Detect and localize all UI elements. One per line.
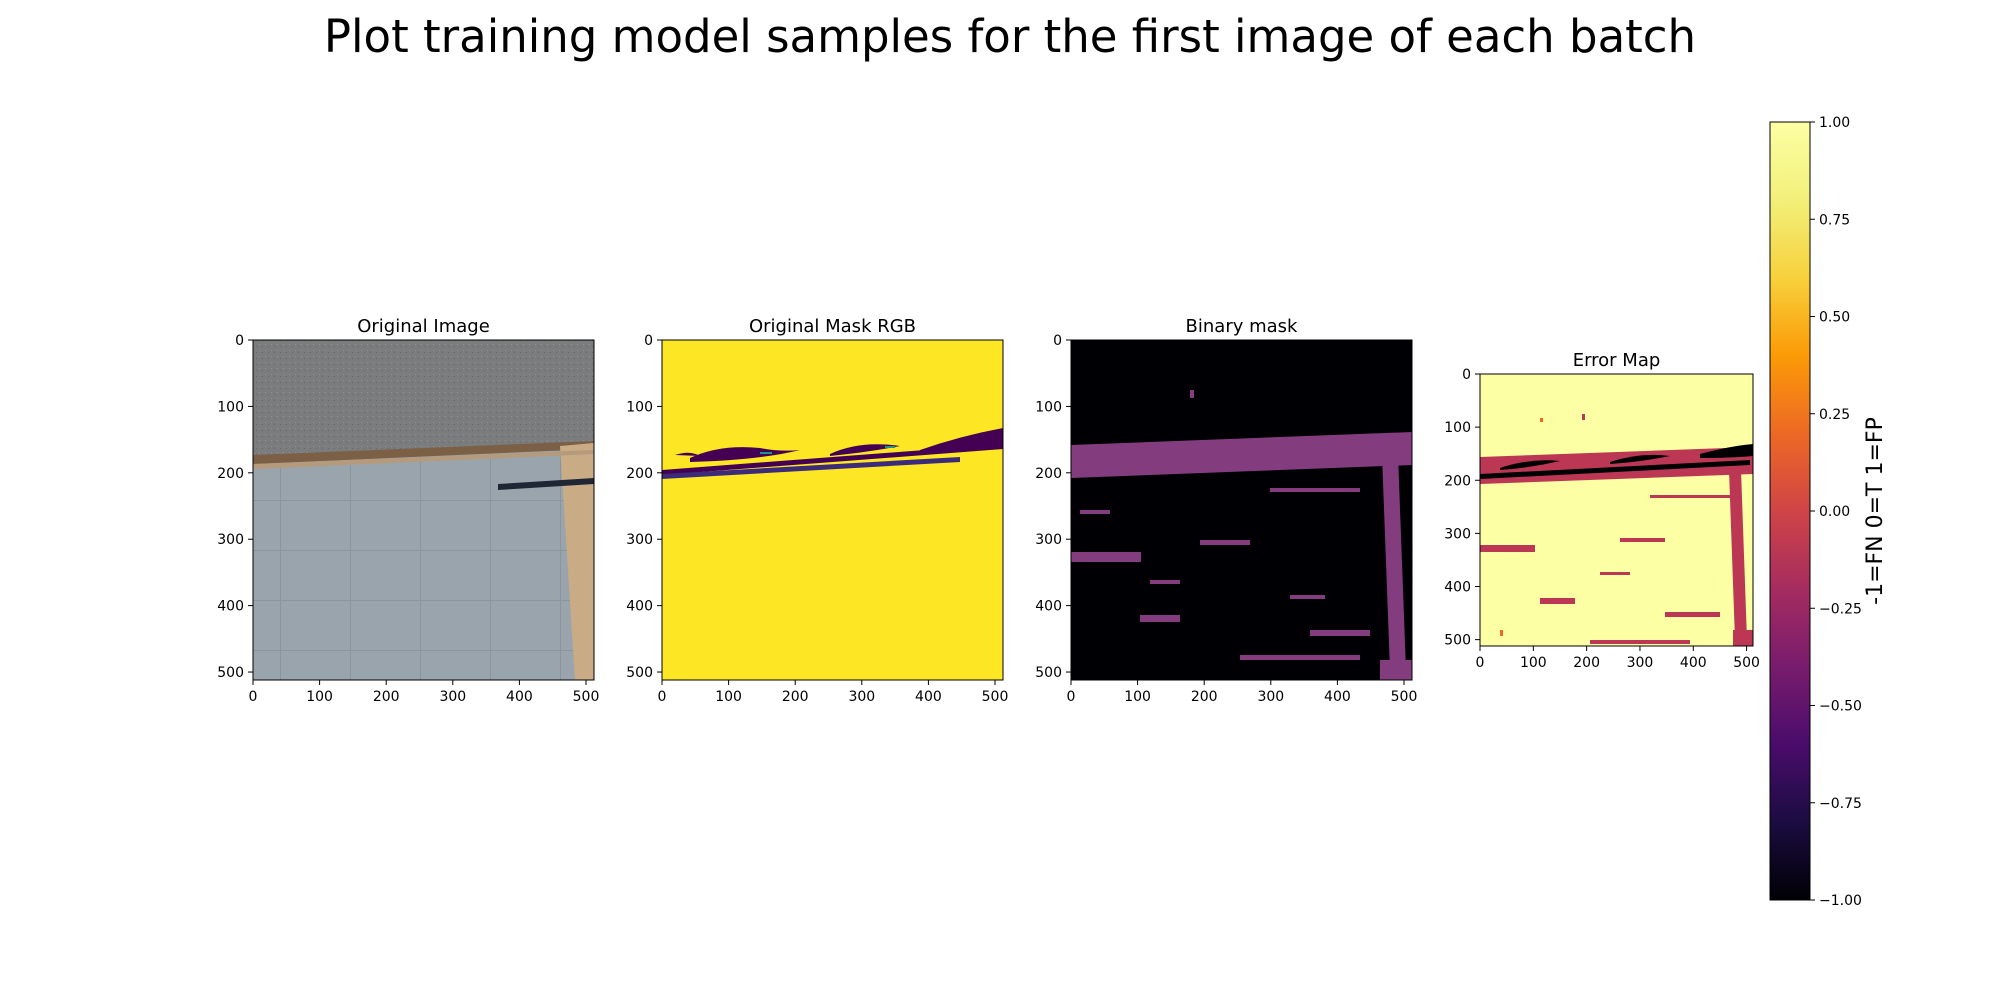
colorbar-tick-label: −0.25 [1819,601,1862,617]
x-tick-label: 0 [249,689,258,705]
x-tick-label: 200 [1573,655,1600,671]
colorbar: 1.00 0.75 0.50 0.25 0.00 −0.25 −0.50 −0.75 −1.00… [1769,115,1888,909]
x-tick-label: 300 [1627,655,1654,671]
y-tick-label: 400 [1444,580,1471,596]
y-tick-label: 500 [626,665,653,681]
x-tick-label: 300 [1257,689,1284,705]
y-tick-label: 500 [217,665,244,681]
panel-title: Binary mask [1186,316,1299,337]
x-tick-label: 300 [848,689,875,705]
panel-error-map: Error Map 0 100 200 300 400 500 0 100 200 300 400 5… [1444,350,1760,671]
y-tick-label: 200 [1444,473,1471,489]
x-tick-label: 0 [1067,689,1076,705]
y-tick-label: 300 [626,532,653,548]
panel-title: Error Map [1573,350,1661,371]
colorbar-tick-label: 0.25 [1819,407,1850,423]
y-tick-label: 100 [1444,420,1471,436]
x-tick-label: 200 [782,689,809,705]
y-tick-label: 400 [1035,599,1062,615]
colorbar-label: -1=FN 0=T 1=FP [1863,417,1888,605]
panel-original-image: Original Image 0 100 200 300 400 500 0 100 200 30… [217,316,599,705]
colorbar-tick-label: −0.50 [1819,699,1862,715]
y-tick-label: 100 [217,399,244,415]
colorbar-tick-label: 0.75 [1819,212,1850,228]
x-tick-label: 300 [439,689,466,705]
x-tick-label: 100 [306,689,333,705]
y-tick-label: 300 [1444,526,1471,542]
x-tick-label: 400 [506,689,533,705]
y-tick-label: 300 [217,532,244,548]
x-tick-label: 500 [1733,655,1760,671]
x-tick-label: 100 [1520,655,1547,671]
x-tick-label: 200 [1191,689,1218,705]
y-tick-label: 200 [217,466,244,482]
y-tick-label: 0 [1053,333,1062,349]
y-tick-label: 500 [1035,665,1062,681]
image-original [253,340,594,680]
y-tick-label: 100 [626,399,653,415]
x-tick-label: 200 [373,689,400,705]
colorbar-gradient [1769,121,1811,901]
y-tick-label: 0 [235,333,244,349]
y-tick-label: 0 [1462,367,1471,383]
x-tick-label: 0 [1476,655,1485,671]
colorbar-tick-label: 1.00 [1819,115,1850,131]
x-tick-label: 400 [1680,655,1707,671]
y-tick-label: 400 [626,599,653,615]
x-tick-label: 0 [658,689,667,705]
image-error-map [1480,374,1753,646]
y-tick-label: 0 [644,333,653,349]
y-tick-label: 200 [1035,466,1062,482]
x-tick-label: 100 [1124,689,1151,705]
colorbar-tick-label: −0.75 [1819,796,1862,812]
panel-binary-mask: Binary mask 0 100 200 300 400 500 0 100 200 300 40… [1035,316,1417,705]
colorbar-tick-label: 0.50 [1819,310,1850,326]
panel-title: Original Mask RGB [749,316,916,337]
x-tick-label: 500 [1391,689,1418,705]
x-tick-label: 500 [573,689,600,705]
y-tick-label: 200 [626,466,653,482]
x-tick-label: 100 [715,689,742,705]
colorbar-tick-label: −1.00 [1819,893,1862,909]
y-tick-label: 300 [1035,532,1062,548]
panel-title: Original Image [357,316,490,337]
image-binary-mask [1071,340,1412,680]
figure-title: Plot training model samples for the firs… [324,10,1696,63]
image-mask-rgb [662,340,1003,680]
colorbar-tick-label: 0.00 [1819,504,1850,520]
panel-original-mask: Original Mask RGB 0 100 200 300 400 500 0 100 20… [626,316,1008,705]
y-tick-label: 100 [1035,399,1062,415]
y-tick-label: 400 [217,599,244,615]
x-tick-label: 400 [915,689,942,705]
y-tick-label: 500 [1444,633,1471,649]
x-tick-label: 400 [1324,689,1351,705]
x-tick-label: 500 [982,689,1009,705]
